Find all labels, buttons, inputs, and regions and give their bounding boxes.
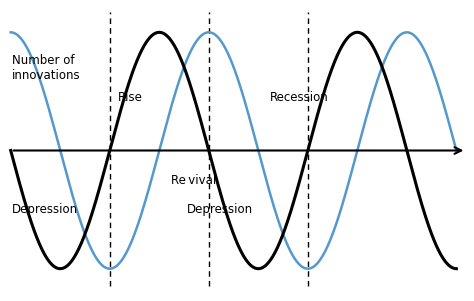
Text: Rise: Rise bbox=[118, 91, 143, 104]
Text: Depression: Depression bbox=[12, 203, 78, 216]
Text: Recession: Recession bbox=[270, 91, 329, 104]
Text: Depression: Depression bbox=[187, 203, 253, 216]
Text: Number of
innovations: Number of innovations bbox=[12, 54, 80, 82]
Text: Re vival: Re vival bbox=[171, 174, 217, 187]
